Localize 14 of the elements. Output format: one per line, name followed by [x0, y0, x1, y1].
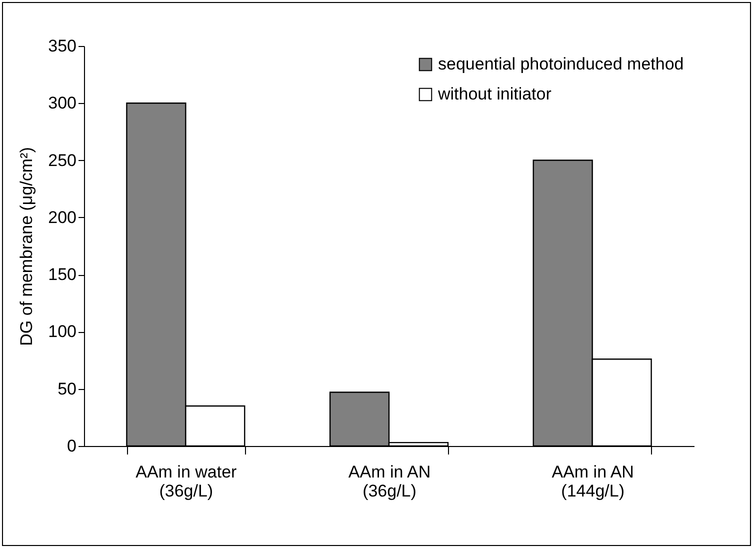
y-tick-label: 100 — [48, 322, 76, 342]
legend-label: without initiator — [437, 84, 552, 104]
legend-label: sequential photoinduced method — [438, 54, 684, 74]
y-tick-label: 150 — [48, 265, 76, 284]
y-tick-label: 50 — [58, 379, 76, 398]
y-axis-title: DG of membrane (μg/cm²) — [17, 147, 36, 346]
y-tick-label: 300 — [48, 94, 76, 113]
x-tick-label: AAm in AN (36g/L) — [348, 462, 431, 500]
y-tick-label: 0 — [67, 436, 76, 456]
y-tick-label: 350 — [48, 36, 76, 56]
y-tick-label: 250 — [48, 150, 76, 170]
x-tick-label: AAm in AN (144g/L) — [552, 462, 634, 500]
y-tick-label: 200 — [48, 208, 76, 227]
x-tick-label: AAm in water (36g/L) — [136, 462, 238, 500]
